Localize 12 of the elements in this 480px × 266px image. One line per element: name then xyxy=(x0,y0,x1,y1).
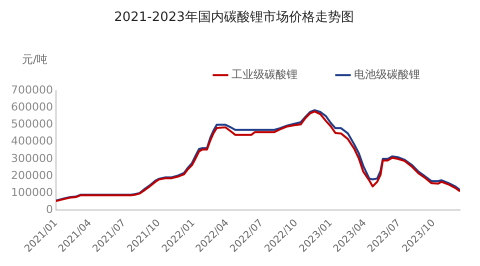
y-axis-title: 元/吨 xyxy=(22,52,48,66)
y-tick-label: 600000 xyxy=(10,100,53,114)
y-tick-label: 0 xyxy=(46,203,53,216)
chart-title: 2021-2023年国内碳酸锂市场价格走势图 xyxy=(114,10,354,26)
y-tick-label: 500000 xyxy=(10,118,53,131)
y-tick-label: 300000 xyxy=(10,152,53,165)
legend-label: 工业级碳酸锂 xyxy=(232,68,298,81)
y-tick-label: 400000 xyxy=(10,134,53,148)
legend-label: 电池级碳酸锂 xyxy=(354,68,420,81)
y-tick-label: 100000 xyxy=(10,186,53,199)
y-tick-label: 700000 xyxy=(10,83,53,96)
y-tick-label: 200000 xyxy=(10,168,53,182)
